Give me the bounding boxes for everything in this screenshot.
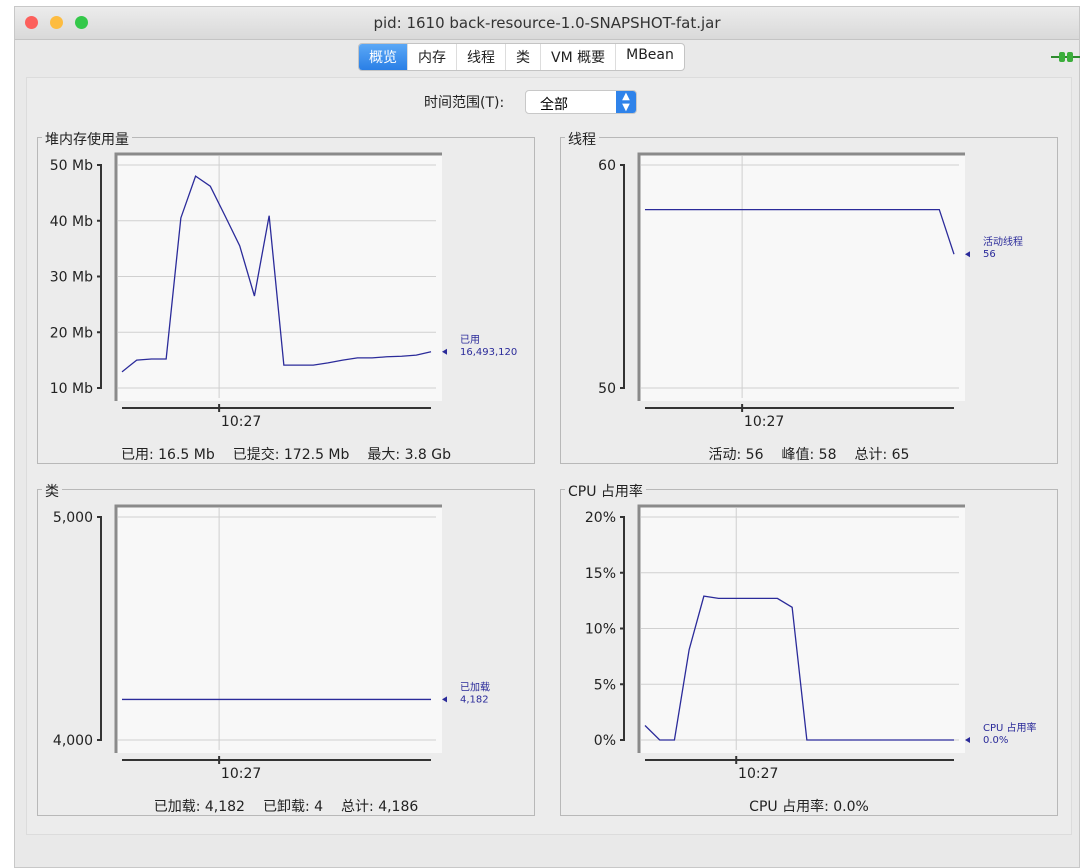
- heap-summary: 已用: 16.5 Mb 已提交: 172.5 Mb 最大: 3.8 Gb: [38, 444, 534, 464]
- heap-memory-chart: 10 Mb 20 Mb 30 Mb 40 Mb 50 Mb 10:27 已用16,493,1…: [50, 152, 517, 430]
- zoom-button[interactable]: [75, 16, 88, 29]
- y-tick-label: 10 Mb: [50, 381, 93, 397]
- time-range-label: 时间范围(T):: [424, 95, 505, 111]
- tab-bar: 概览 内存 线程 类 VM 概要 MBean: [358, 43, 685, 71]
- legend-marker-icon: [442, 696, 447, 703]
- tab-memory[interactable]: 内存: [407, 44, 456, 70]
- y-tick-label: 4,000: [53, 733, 93, 749]
- cpu-usage-panel: CPU 占用率 0% 5% 10% 15% 20% 10:27 CPU 占用率 0.0% CP…: [560, 481, 1058, 816]
- summary-total: 总计: 65: [854, 447, 910, 463]
- summary-cpu: CPU 占用率: 0.0%: [749, 799, 869, 815]
- plot-frame: [637, 504, 965, 753]
- y-tick-label: 50: [598, 381, 616, 397]
- plot-area: [639, 506, 965, 753]
- y-tick-label: 5,000: [53, 510, 93, 526]
- legend-series-name: CPU 占用率: [983, 721, 1037, 734]
- classes-summary: 已加载: 4,182 已卸载: 4 总计: 4,186: [38, 796, 534, 816]
- x-tick-label: 10:27: [738, 766, 778, 782]
- close-button[interactable]: [25, 16, 38, 29]
- legend-series-name: 已加载: [460, 681, 490, 693]
- summary-loaded: 已加载: 4,182: [153, 799, 245, 815]
- time-range-value: 全部: [540, 97, 568, 113]
- plot-frame: [114, 152, 442, 401]
- legend-series-name: 已用: [460, 335, 480, 346]
- heap-memory-panel: 堆内存使用量 10 Mb 20 Mb 30 Mb 40 Mb 50 Mb 10:27 已用 1…: [37, 129, 535, 464]
- x-tick-label: 10:27: [221, 414, 261, 430]
- time-range-select[interactable]: 全部 ▲ ▼: [525, 90, 637, 114]
- y-tick-label: 10%: [585, 622, 616, 638]
- tab-threads[interactable]: 线程: [456, 44, 505, 70]
- summary-max: 最大: 3.8 Gb: [367, 447, 452, 463]
- series-line: [644, 595, 954, 741]
- legend-marker-icon: [965, 737, 970, 743]
- plot-area: [116, 506, 442, 753]
- plot-area: [639, 154, 965, 401]
- y-tick-label: 40 Mb: [50, 214, 93, 230]
- plot-frame: [637, 152, 965, 401]
- legend-series-name: 活动线程: [983, 235, 1023, 248]
- y-tick-label: 15%: [585, 566, 616, 582]
- legend-marker-icon: [442, 348, 447, 355]
- y-tick-label: 20%: [585, 510, 616, 526]
- plot-frame: [114, 504, 442, 753]
- panel-title: 线程: [565, 129, 599, 149]
- panel-title: 类: [42, 481, 62, 501]
- tab-overview[interactable]: 概览: [359, 44, 407, 70]
- tab-mbean[interactable]: MBean: [615, 44, 684, 70]
- legend-series-value: 0.0%: [983, 735, 1008, 746]
- classes-panel: 类 4,000 5,000 10:27 已加载 4,182 已加载: 4,182 已卸载:…: [37, 481, 535, 816]
- summary-committed: 已提交: 172.5 Mb: [232, 447, 350, 463]
- plot-area: [116, 154, 442, 401]
- summary-peak: 峰值: 58: [781, 447, 837, 463]
- panel-title: CPU 占用率: [565, 481, 646, 501]
- legend-series-value: 16,493,120: [460, 347, 517, 358]
- y-tick-label: 20 Mb: [50, 325, 93, 341]
- y-tick-label: 5%: [594, 677, 616, 693]
- y-tick-label: 50 Mb: [50, 158, 93, 174]
- legend-marker-icon: [965, 251, 970, 258]
- y-tick-label: 0%: [594, 733, 616, 749]
- series-line: [121, 175, 432, 373]
- series-line: [645, 208, 955, 255]
- legend-series-value: 56: [983, 249, 996, 260]
- summary-used: 已用: 16.5 Mb: [120, 447, 215, 463]
- threads-summary: 活动: 56 峰值: 58 总计: 65: [561, 444, 1057, 464]
- threads-panel: 线程 50 60 10:27 活动线程 56 活动: 56 峰值: 58 总计: 65: [560, 129, 1058, 464]
- chevron-up-down-icon: ▲ ▼: [616, 91, 636, 113]
- legend-series-value: 4,182: [460, 694, 489, 705]
- summary-live: 活动: 56: [708, 447, 764, 463]
- x-tick-label: 10:27: [221, 766, 261, 782]
- tab-vm-summary[interactable]: VM 概要: [540, 44, 615, 70]
- plug-connected-icon[interactable]: [1051, 51, 1080, 63]
- tab-classes[interactable]: 类: [505, 44, 540, 70]
- panel-title: 堆内存使用量: [42, 129, 132, 149]
- summary-total: 总计: 4,186: [341, 799, 419, 815]
- x-tick-label: 10:27: [744, 414, 784, 430]
- summary-unloaded: 已卸载: 4: [262, 799, 324, 815]
- y-tick-label: 30 Mb: [50, 270, 93, 286]
- title-bar: pid: 1610 back-resource-1.0-SNAPSHOT-fat…: [15, 7, 1079, 40]
- minimize-button[interactable]: [50, 16, 63, 29]
- cpu-summary: CPU 占用率: 0.0%: [561, 796, 1057, 816]
- window-title: pid: 1610 back-resource-1.0-SNAPSHOT-fat…: [373, 14, 721, 32]
- y-tick-label: 60: [598, 158, 616, 174]
